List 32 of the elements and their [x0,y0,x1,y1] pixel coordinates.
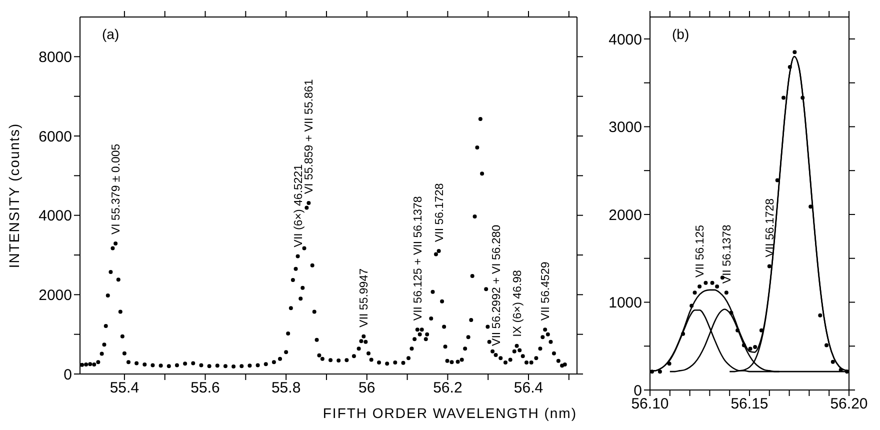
annotation: VI 55.379 ± 0.005 [110,144,123,234]
x-tick-label: 56.20 [830,396,868,413]
annotation: VII (6×) 46.5221 [292,164,305,248]
annotation: VII 56.1378 [721,224,734,284]
annotation: VII 56.125 + VII 56.1378 [412,196,424,321]
x-tick-label: 56 [358,380,376,397]
annotation: VI 55.859 + VII 55.861 [304,79,316,194]
annotation: VII 56.4529 [540,262,552,321]
y-tick-label: 8000 [38,48,72,66]
y-tick-label: 6000 [38,128,72,146]
y-tick-label: 4000 [38,208,72,225]
y-tick-label: 0 [64,366,72,384]
x-axis-title: FIFTH ORDER WAVELENGTH (nm) [322,405,577,421]
y-axis-title: INTENSITY (counts) [6,122,22,268]
x-tick-label: 56.15 [730,396,768,413]
y-tick-label: 4000 [608,31,642,48]
x-tick-label: 55.8 [271,380,301,397]
annotation: VII 55.9947 [358,268,371,328]
text: (b) [672,26,690,42]
annotation: VII 56.1728 [434,183,446,242]
annotation: VII 56.125 [694,225,707,278]
x-tick-label: 55.6 [190,380,220,397]
x-tick-label: 55.4 [110,380,140,397]
x-tick-label: 56.4 [514,380,544,397]
annotation: IX (6×) 46.98 [512,270,524,337]
y-tick-label: 2000 [38,286,72,304]
annotation: VII 56.2992 + VI 56.280 [490,224,503,346]
y-tick-label: 3000 [608,119,642,136]
y-tick-label: 2000 [608,206,642,224]
text: (a) [102,26,120,42]
x-tick-label: 56.2 [433,380,462,397]
y-tick-label: 1000 [608,294,642,312]
